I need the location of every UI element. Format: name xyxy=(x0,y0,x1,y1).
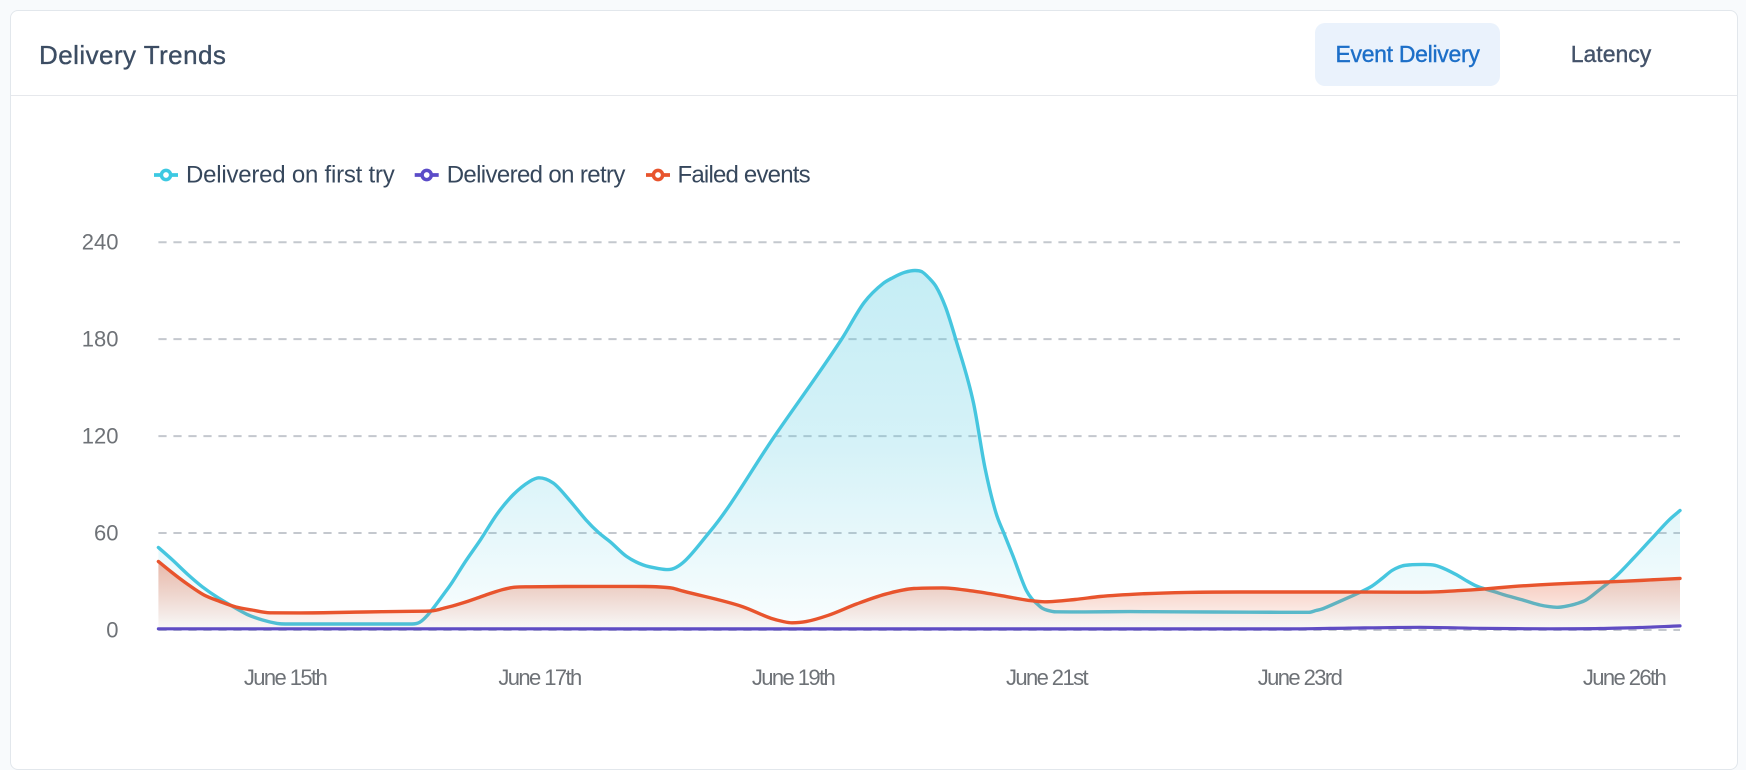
svg-text:June 23rd: June 23rd xyxy=(1258,665,1342,690)
svg-text:60: 60 xyxy=(94,521,118,546)
svg-text:June 19th: June 19th xyxy=(752,665,835,690)
svg-text:240: 240 xyxy=(82,230,119,255)
svg-text:June 21st: June 21st xyxy=(1006,665,1088,690)
svg-text:Failed events: Failed events xyxy=(678,162,811,189)
svg-text:Delivered on first try: Delivered on first try xyxy=(186,162,395,189)
svg-text:120: 120 xyxy=(82,424,119,449)
svg-text:0: 0 xyxy=(106,618,118,643)
svg-text:June 17th: June 17th xyxy=(498,665,581,690)
svg-text:June 26th: June 26th xyxy=(1583,665,1666,690)
svg-text:180: 180 xyxy=(82,327,119,352)
svg-text:Delivered on retry: Delivered on retry xyxy=(447,162,626,189)
svg-text:June 15th: June 15th xyxy=(244,665,327,690)
